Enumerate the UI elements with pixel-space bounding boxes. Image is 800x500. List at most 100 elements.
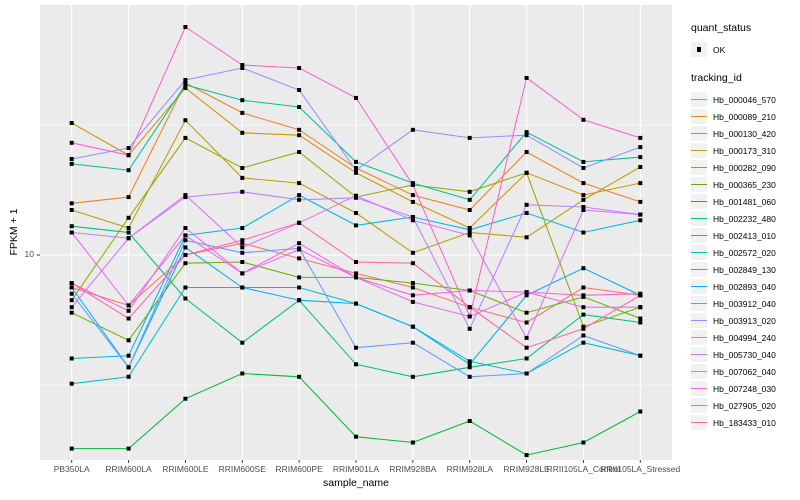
data-point-marker [410,127,415,132]
series-line-icon [691,166,707,169]
legend-item-label: Hb_003912_040 [713,298,776,309]
data-point-marker [297,66,302,70]
legend-item-Hb_000046_570: Hb_000046_570 [691,91,799,108]
data-point-marker [638,305,643,310]
data-point-marker [638,165,643,169]
legend-item-label: Hb_000282_090 [713,162,776,173]
data-point-marker [467,326,472,331]
data-point-marker [240,110,245,115]
data-point-marker [183,118,188,123]
data-point-marker [297,275,302,280]
legend-item-label: Hb_002572_020 [713,247,776,258]
data-point-marker [297,241,302,246]
series-line-icon [691,336,707,339]
data-point-marker [240,66,245,70]
data-point-marker [524,335,529,340]
data-point-marker [638,353,643,358]
data-point-marker [467,359,472,364]
data-point-marker [69,281,74,286]
data-point-marker [354,301,358,306]
series-color-swatch [691,228,707,243]
data-point-marker [467,288,472,293]
data-point-marker [467,233,472,238]
data-point-marker [467,135,472,140]
data-point-marker [354,271,358,276]
series-line-icon [691,200,707,203]
series-line-icon [691,183,707,186]
data-point-marker [410,285,415,290]
data-point-marker [354,211,358,215]
data-point-marker [467,374,472,379]
series-line-icon [691,302,707,305]
data-point-marker [410,324,415,329]
legend-item-Hb_000130_420: Hb_000130_420 [691,125,799,142]
data-point-marker [240,250,245,255]
data-point-marker [467,208,472,212]
series-color-swatch [691,415,707,430]
legend-item-label: Hb_004994_240 [713,332,776,343]
series-line-icon [691,404,707,407]
data-point-marker [69,446,74,451]
data-point-marker [467,305,472,310]
series-color-swatch [691,211,707,226]
data-point-marker [126,168,131,173]
legend: quant_status OK tracking_id Hb_000046_57… [691,22,799,431]
data-point-marker [581,326,586,331]
data-point-marker [524,356,529,361]
data-point-marker [69,285,74,290]
data-point-marker [126,153,131,158]
legend-item-Hb_002849_130: Hb_002849_130 [691,261,799,278]
data-point-marker [524,133,529,138]
data-point-marker [581,208,586,212]
data-point-marker [581,205,586,209]
series-points-Hb_183433_010 [69,220,643,350]
data-point-marker [240,189,245,194]
data-point-marker [69,291,74,296]
data-point-marker [183,253,188,257]
data-point-marker [240,340,245,345]
legend-item-Hb_000089_210: Hb_000089_210 [691,108,799,125]
data-point-marker [69,356,74,361]
legend-item-label: Hb_000130_420 [713,128,776,139]
data-point-marker [410,299,415,304]
data-point-marker [638,199,643,204]
data-point-marker [410,218,415,223]
data-point-marker [183,82,188,87]
data-point-marker [297,247,302,252]
data-point-marker [297,256,302,261]
data-point-marker [410,182,415,187]
data-point-marker [410,261,415,266]
data-point-marker [638,155,643,160]
series-color-swatch [691,296,707,311]
data-point-marker [69,161,74,166]
x-tick-label: RRIM600LE [162,464,209,474]
data-point-marker [183,233,188,238]
data-point-marker [638,409,643,414]
data-point-marker [69,140,74,145]
legend-item-ok: OK [691,41,799,58]
data-point-marker [638,320,643,325]
data-point-marker [126,236,131,241]
data-point-marker [581,285,586,290]
data-point-marker [410,250,415,255]
series-color-swatch [691,177,707,192]
ok-point-swatch [691,42,707,57]
data-point-marker [297,374,302,379]
data-point-marker [581,333,586,338]
data-point-marker [410,281,415,286]
series-color-swatch [691,194,707,209]
series-points-Hb_000173_310 [69,118,643,255]
data-point-marker [354,195,358,200]
data-point-marker [297,298,302,303]
data-point-marker [183,25,188,29]
data-point-marker [183,396,188,401]
data-point-marker [581,324,586,329]
x-tick-label: RRIM600LA [105,464,152,474]
data-point-marker [581,159,586,164]
series-color-swatch [691,109,707,124]
legend-item-label: Hb_027905_020 [713,400,776,411]
data-point-marker [69,230,74,235]
data-point-marker [69,201,74,206]
